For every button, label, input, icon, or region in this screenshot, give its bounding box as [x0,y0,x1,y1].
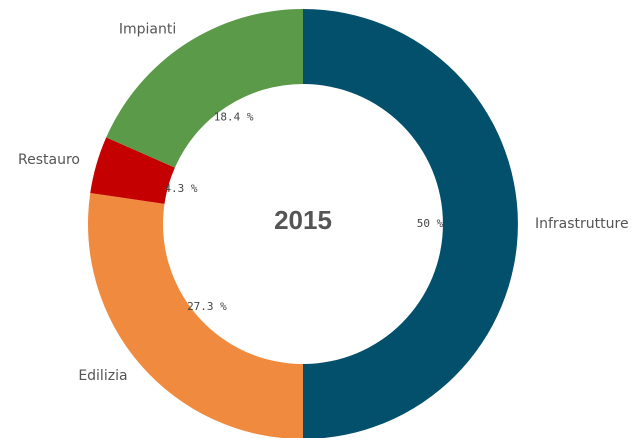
category-label: Impianti [119,22,176,38]
value-label: 50 % [417,217,444,230]
value-label: 27.3 % [187,300,227,313]
donut-slice [88,193,303,438]
donut-slice [106,9,303,168]
value-label: 18.4 % [214,111,254,124]
category-label: Edilizia [78,368,127,384]
donut-slice [90,137,175,204]
category-label: Restauro [18,152,80,168]
value-label: 4.3 % [164,182,197,195]
center-label: 2015 [274,205,332,235]
donut-slice [303,9,518,438]
category-label: Infrastrutture [535,216,629,232]
